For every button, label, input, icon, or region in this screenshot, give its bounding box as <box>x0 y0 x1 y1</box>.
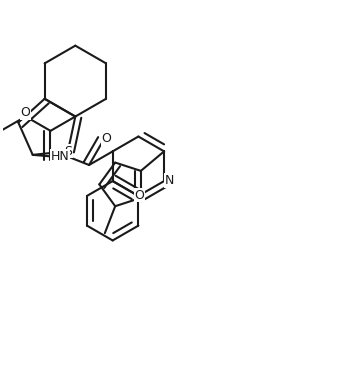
Text: O: O <box>134 189 144 202</box>
Text: O: O <box>51 153 60 166</box>
Text: N: N <box>165 174 174 187</box>
Text: HN: HN <box>51 150 70 163</box>
Text: S: S <box>64 145 72 158</box>
Text: O: O <box>101 132 111 145</box>
Text: O: O <box>21 106 31 119</box>
